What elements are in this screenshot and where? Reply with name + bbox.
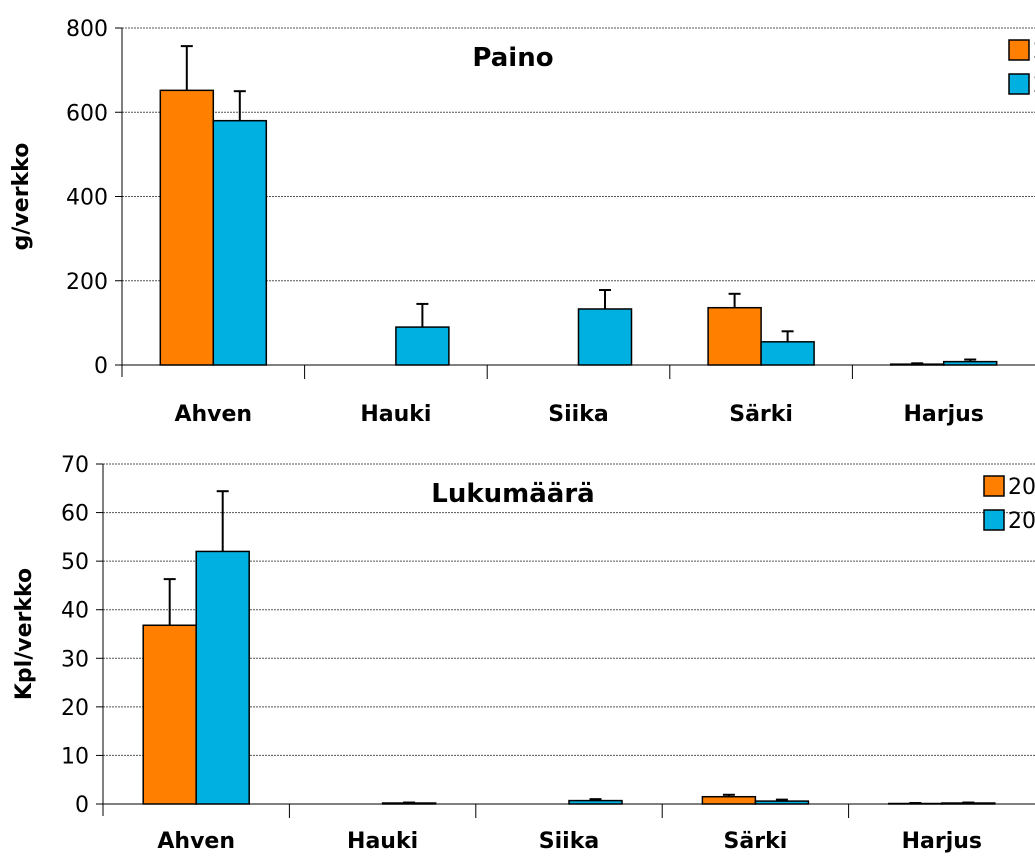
bar-ahven-2011 bbox=[159, 89, 215, 366]
bar-siika-2017 bbox=[568, 799, 623, 805]
chart-paino: 0 200 400 600 800 Ahven Hauki Siika Särki Harjus P… bbox=[0, 0, 1035, 430]
lukumaara-bar-chart: 0 10 20 30 40 50 60 70 Ahven Hauki Siika Särki Harju… bbox=[12, 453, 1035, 854]
paino-bar-chart: 0 200 400 600 800 Ahven Hauki Siika Särki Harjus P… bbox=[9, 17, 1035, 427]
y-tick-label: 600 bbox=[66, 101, 108, 126]
y-tick-label: 30 bbox=[61, 647, 89, 672]
bar-harjus-2017 bbox=[942, 360, 998, 366]
bar-sarki-2017 bbox=[754, 800, 810, 805]
chart-title: Paino bbox=[472, 43, 553, 73]
category-label-sarki: Särki bbox=[724, 829, 788, 854]
category-label-harjus: Harjus bbox=[902, 829, 982, 854]
bar-sarki-2017 bbox=[760, 341, 815, 366]
y-tick-label: 20 bbox=[61, 696, 89, 721]
legend-label-2011: 2011 bbox=[1008, 475, 1035, 500]
chart-title: Lukumäärä bbox=[431, 479, 594, 509]
category-label-sarki: Särki bbox=[729, 402, 793, 427]
category-label-ahven: Ahven bbox=[174, 402, 252, 427]
y-tick-label: 60 bbox=[61, 502, 89, 527]
bar-ahven-2011 bbox=[142, 624, 197, 805]
category-label-siika: Siika bbox=[539, 829, 599, 854]
legend-label-2011: 2011 bbox=[1033, 39, 1035, 64]
y-axis-title: g/verkko bbox=[9, 143, 34, 251]
legend-label-2017: 2017 bbox=[1008, 509, 1035, 534]
category-label-ahven: Ahven bbox=[157, 829, 235, 854]
y-axis-title: Kpl/verkko bbox=[12, 568, 37, 700]
bar-ahven-2017 bbox=[212, 119, 268, 366]
bar-hauki-2017 bbox=[395, 326, 450, 366]
bar-ahven-2017 bbox=[195, 550, 250, 805]
bar-sarki-2011 bbox=[707, 306, 762, 366]
category-label-hauki: Hauki bbox=[360, 402, 431, 427]
category-label-hauki: Hauki bbox=[347, 829, 418, 854]
legend-label-2017: 2017 bbox=[1033, 73, 1035, 98]
y-tick-label: 40 bbox=[61, 599, 89, 624]
y-tick-label: 50 bbox=[61, 550, 89, 575]
y-tick-label: 800 bbox=[66, 17, 108, 42]
category-label-siika: Siika bbox=[548, 402, 608, 427]
y-tick-label: 0 bbox=[94, 354, 108, 379]
legend-swatch-2017 bbox=[1008, 73, 1030, 95]
y-tick-label: 400 bbox=[66, 186, 108, 211]
category-label-harjus: Harjus bbox=[903, 402, 983, 427]
chart-lukumaara: 0 10 20 30 40 50 60 70 Ahven Hauki Siika Särki Harju… bbox=[0, 430, 1035, 861]
legend-swatch-2017 bbox=[983, 509, 1005, 531]
legend-swatch-2011 bbox=[1008, 39, 1030, 61]
y-tick-label: 10 bbox=[61, 744, 89, 769]
y-tick-label: 0 bbox=[75, 793, 89, 818]
y-tick-label: 200 bbox=[66, 270, 108, 295]
bar-siika-2017 bbox=[577, 308, 633, 366]
y-tick-label: 70 bbox=[61, 453, 89, 478]
bar-sarki-2011 bbox=[701, 795, 757, 805]
legend-swatch-2011 bbox=[983, 475, 1005, 497]
